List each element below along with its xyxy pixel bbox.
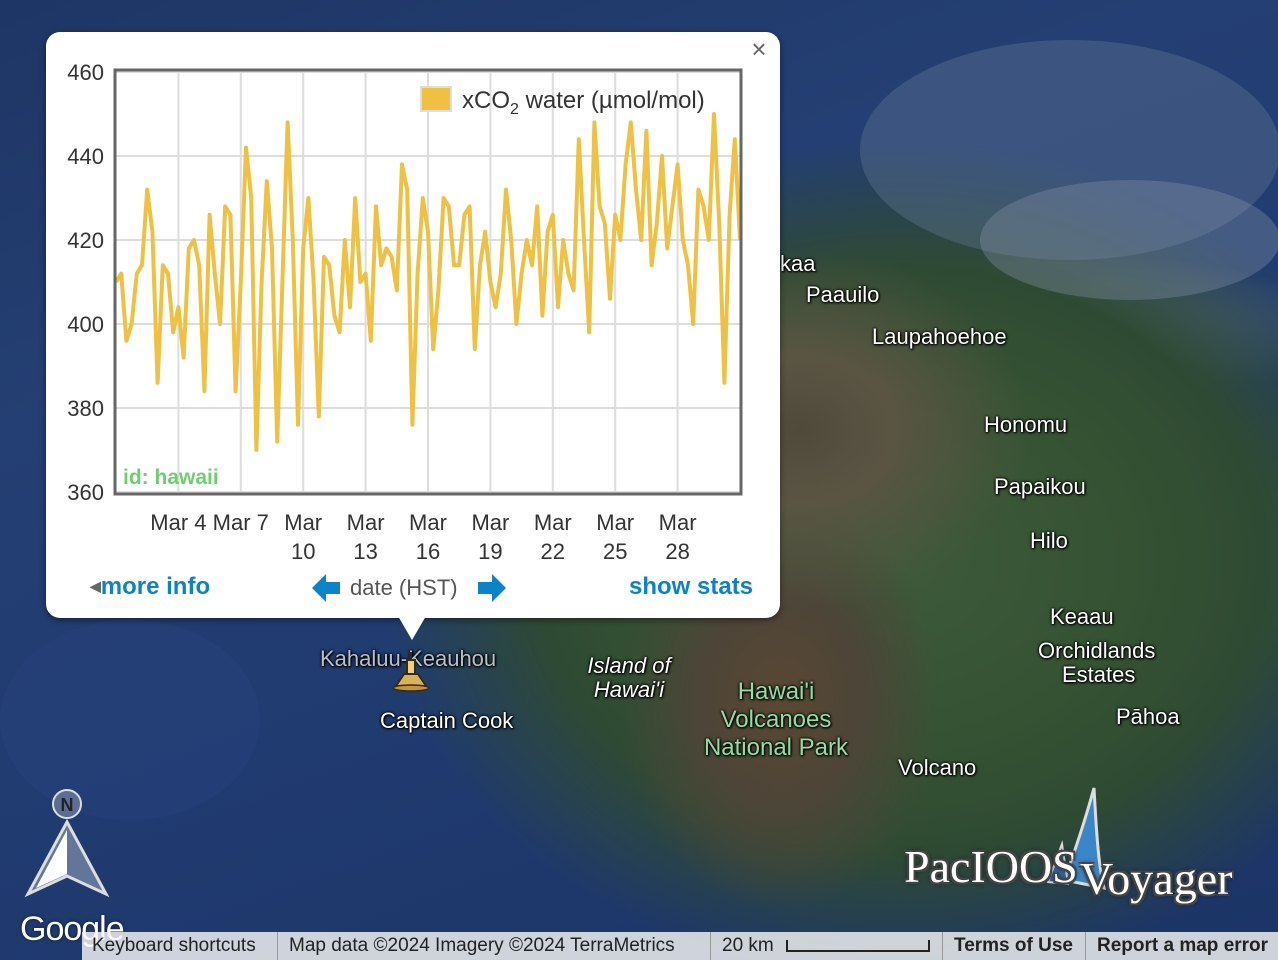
legend-label: xCO2 water (µmol/mol): [462, 87, 705, 118]
y-tick-label: 360: [67, 480, 104, 505]
place-label: kaa: [780, 251, 816, 276]
y-axis-ticks: 460 440 420 400 380 360: [67, 60, 104, 505]
place-label: Papaikou: [994, 474, 1086, 499]
place-label: Pāhoa: [1116, 704, 1180, 729]
x-tick-label: Mar 4: [150, 510, 206, 535]
scale-bar: [786, 940, 930, 952]
legend-swatch: [420, 86, 452, 112]
sail-icon: [1046, 787, 1107, 890]
map-data-text: Map data ©2024 Imagery ©2024 TerraMetric…: [289, 935, 675, 956]
x-tick-label: Mar 22: [534, 510, 572, 564]
place-label: Orchidlands: [1038, 638, 1156, 663]
station-id-label: id: hawaii: [123, 466, 219, 489]
place-label: Captain Cook: [380, 708, 514, 733]
map-attribution-bar: Keyboard shortcuts Map data ©2024 Imager…: [82, 932, 1278, 960]
place-label: Volcano: [898, 755, 977, 780]
x-tick-label: Mar 16: [409, 510, 447, 564]
keyboard-shortcuts-link[interactable]: Keyboard shortcuts: [92, 935, 256, 956]
y-tick-label: 400: [67, 312, 104, 337]
x-tick-label: Mar 25: [596, 510, 634, 564]
x-tick-label: Mar 28: [659, 510, 697, 564]
place-label: Paauilo: [806, 282, 880, 307]
compass-icon[interactable]: N: [22, 786, 112, 902]
left-arrow-icon[interactable]: [310, 572, 342, 604]
compass-letter: N: [61, 795, 74, 815]
pacioos-voyager-logo: PacIOOS Voyager: [894, 784, 1258, 912]
terms-of-use-link[interactable]: Terms of Use: [954, 935, 1073, 956]
place-label: Laupahoehoe: [872, 324, 1007, 349]
y-tick-label: 380: [67, 396, 104, 421]
xco2-series-line: [114, 112, 742, 452]
plot-frame: [113, 68, 743, 496]
right-arrow-icon[interactable]: [476, 572, 508, 604]
show-stats-link[interactable]: show stats: [629, 573, 754, 600]
chart-legend: xCO2 water (µmol/mol): [420, 86, 705, 118]
x-tick-label: Mar 10: [284, 510, 322, 564]
caret-left-icon: ◀: [90, 578, 101, 594]
more-info-link[interactable]: ◀more info: [90, 573, 211, 600]
popup-pointer: [398, 616, 426, 640]
logo-text-pacioos: PacIOOS: [904, 841, 1078, 892]
y-tick-label: 440: [67, 144, 104, 169]
report-map-error-link[interactable]: Report a map error: [1097, 935, 1269, 956]
y-tick-label: 420: [67, 228, 104, 253]
close-button[interactable]: ×: [751, 34, 767, 64]
park-label: Hawai'i Volcanoes National Park: [703, 678, 849, 761]
place-label: Keaau: [1050, 604, 1114, 629]
buoy-marker-icon[interactable]: [388, 650, 434, 692]
x-tick-label: Mar 19: [471, 510, 509, 564]
scale-label: 20 km: [722, 935, 774, 956]
island-label: Island of Hawai'i: [587, 653, 671, 702]
place-label: Estates: [1062, 662, 1136, 687]
x-tick-label: Mar 13: [347, 510, 385, 564]
x-axis-ticks: Mar 4 Mar 7 Mar 10 Mar 13 Mar 16 Mar 19 Mar 22 Mar 25…: [150, 510, 696, 564]
date-axis-label: date (HST): [350, 575, 458, 600]
logo-text-voyager: Voyager: [1080, 853, 1233, 904]
place-label: Honomu: [984, 412, 1068, 437]
station-popup: × 460 440 420 400 380 360 Mar 4 Mar 7 Mar 10 Mar 1…: [46, 32, 780, 618]
y-tick-label: 460: [67, 60, 104, 85]
x-tick-label: Mar 7: [213, 510, 269, 535]
place-label: Hilo: [1030, 528, 1068, 553]
